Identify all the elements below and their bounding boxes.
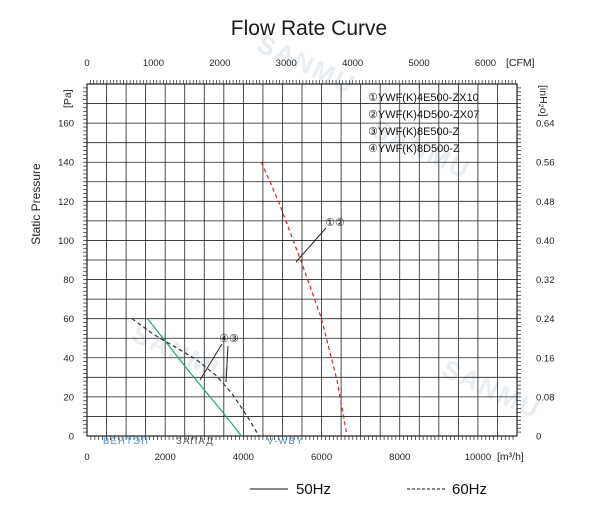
legend-item: ③YWF(K)8E500-Z [368,126,459,138]
watermark-text: SANMU [437,353,545,425]
y-tick-label-left: 160 [58,119,74,130]
x-tick-label-top: 1000 [143,58,164,69]
grid [87,84,517,436]
line-style-legend: 50Hz 60Hz [250,481,487,498]
plot-frame [86,83,518,437]
y-tick-label-right: 0.48 [536,197,555,208]
legend: ①YWF(K)4E500-ZX10 ②YWF(K)4D500-ZX07 ③YWF… [368,92,479,155]
series-line-1 [260,161,348,437]
callout-leader [295,227,327,263]
legend-item: ②YWF(K)4D500-ZX07 [368,109,479,121]
legend-item: ④YWF(K)8D500-Z [368,143,460,155]
brand-mid: ЗАПАД [176,436,214,447]
brand-left: ВЕНТЭП [103,436,149,447]
bottom-unit-label: [m³/h] [497,451,524,463]
dashed-legend-label: 60Hz [452,481,487,498]
y-tick-label-right: 0.32 [536,275,555,286]
y-tick-label-right: 0.56 [536,158,555,169]
minor-ticks [83,80,521,440]
y-tick-label-right: 0.40 [536,236,555,247]
y-tick-label-left: 40 [63,353,74,364]
y-tick-label-left: 60 [63,314,74,325]
x-tick-label-top: 2000 [209,58,230,69]
callout-leader [199,343,223,381]
x-tick-label-bottom: 0 [84,452,89,463]
y-tick-label-left: 100 [58,236,74,247]
x-tick-label-top: 5000 [409,58,430,69]
x-tick-label-bottom: 8000 [389,452,410,463]
y-tick-label-right: 0.64 [536,119,555,130]
y-axis-title: Static Pressure [29,163,43,245]
y-tick-label-left: 140 [58,158,74,169]
series-line-3 [131,318,260,437]
solid-legend-label: 50Hz [296,481,331,498]
y-tick-label-right: 0.08 [536,392,555,403]
x-tick-label-top: 3000 [276,58,297,69]
top-unit-label: [CFM] [506,57,535,69]
callout-label-1-2: ①② [325,217,345,229]
chart-title: Flow Rate Curve [231,17,387,40]
series-layer [131,161,348,437]
y-tick-label-right: 0 [536,432,541,443]
brand-watermark: ВЕНТЭП ЗАПАД V-WBY [103,436,304,447]
series-line-2 [147,318,242,437]
callout-leader [225,345,229,383]
x-tick-label-top: 4000 [342,58,363,69]
x-tick-label-top: 6000 [475,58,496,69]
y-tick-label-right: 0.24 [536,314,555,325]
y-tick-label-left: 20 [63,392,74,403]
y-tick-label-left: 120 [58,197,74,208]
legend-item: ①YWF(K)4E500-ZX10 [368,92,479,104]
y-tick-label-left: 0 [69,432,74,443]
x-tick-label-bottom: 4000 [233,452,254,463]
brand-right: V-WBY [267,436,304,447]
y-tick-label-right: 0.16 [536,353,555,364]
x-tick-label-bottom: 10000 [465,452,491,463]
x-tick-label-bottom: 6000 [311,452,332,463]
callouts: ①② ④③ [199,217,345,383]
x-tick-label-bottom: 2000 [155,452,176,463]
x-tick-label-top: 0 [84,58,89,69]
left-unit-label: [Pa] [62,89,74,108]
callout-label-4-3: ④③ [219,333,239,345]
y-tick-label-left: 80 [63,275,74,286]
right-unit-label: [inH₂o] [537,85,549,117]
